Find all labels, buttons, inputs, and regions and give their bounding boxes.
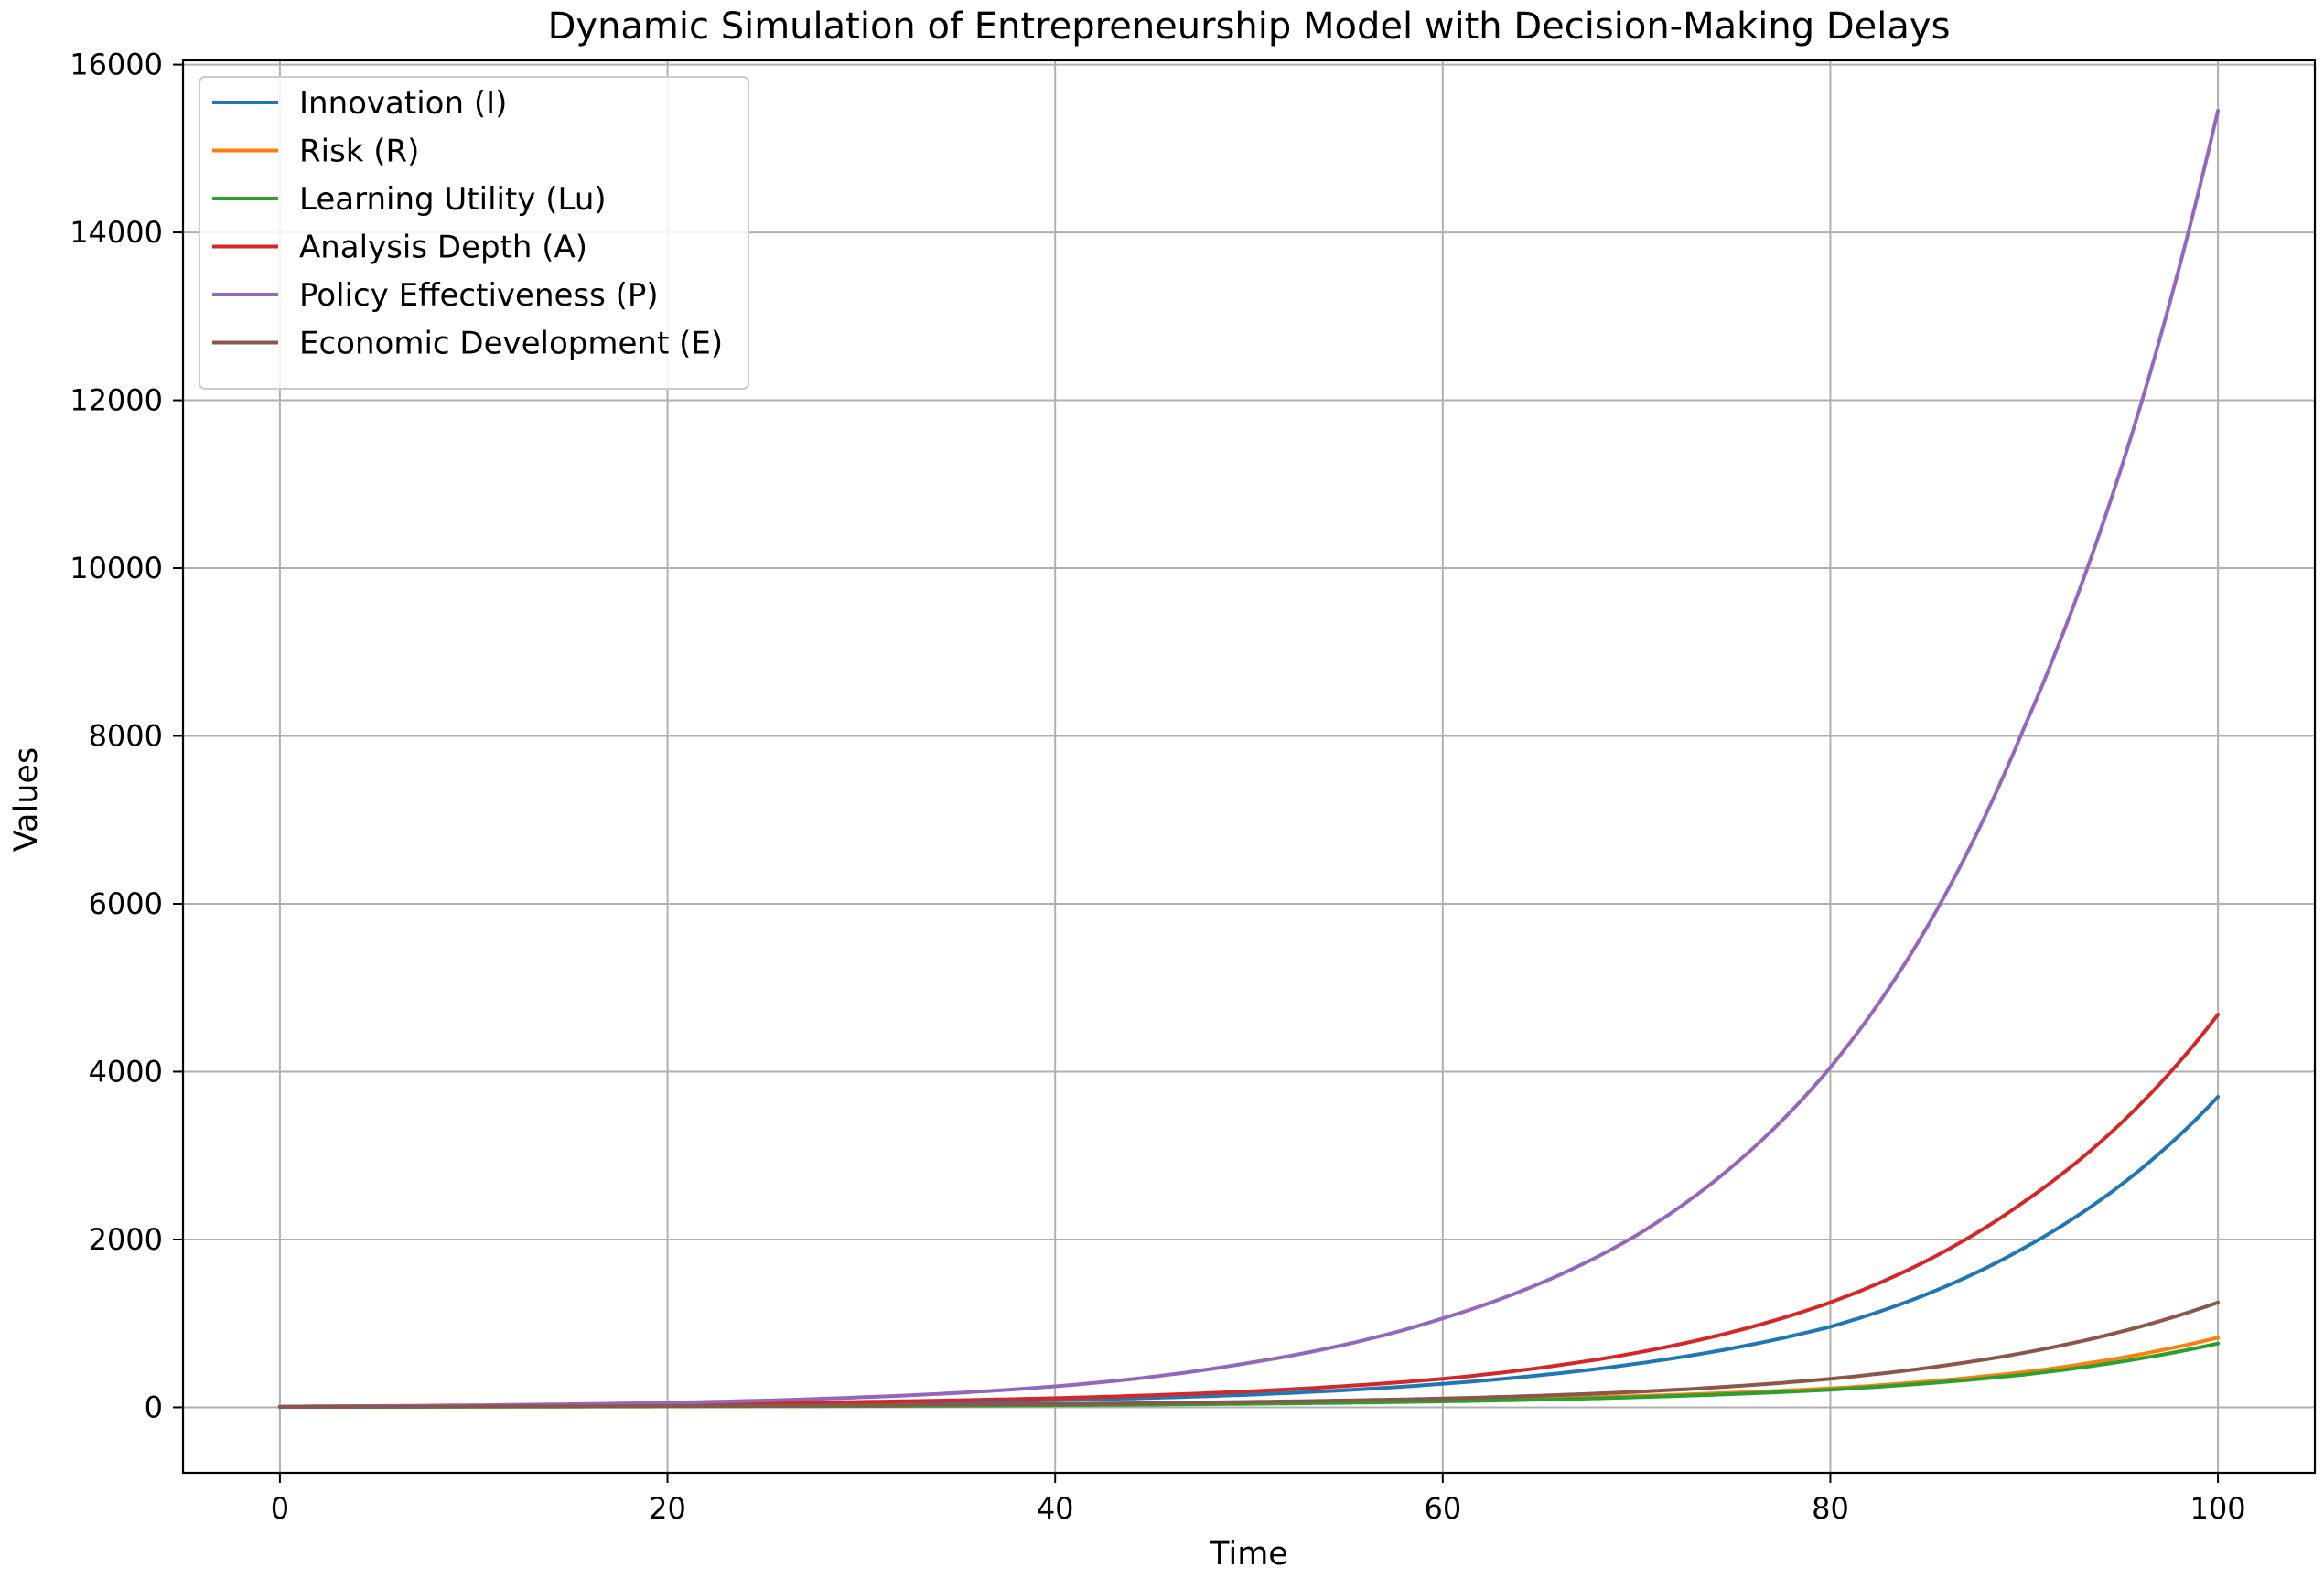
y-tick-label: 14000 — [70, 215, 163, 250]
legend: Innovation (I) Risk (R) Learning Utility (… — [199, 76, 749, 390]
x-tick-label: 80 — [1812, 1491, 1849, 1526]
x-tick-label: 20 — [649, 1491, 686, 1526]
x-tick-label: 0 — [271, 1491, 289, 1526]
legend-label: Economic Development (E) — [299, 326, 723, 362]
legend-label: Policy Effectiveness (P) — [299, 277, 659, 314]
series-line-economic-development-e — [277, 1300, 2221, 1409]
series-line-policy-effectiveness-p — [277, 109, 2221, 1409]
legend-label: Learning Utility (Lu) — [299, 181, 607, 218]
x-axis-label: Time — [1209, 1536, 1288, 1573]
grid — [183, 60, 2315, 1473]
plot-frame — [181, 59, 2317, 1475]
y-tick-label: 12000 — [70, 383, 163, 418]
y-tick-label: 4000 — [89, 1054, 163, 1089]
y-tick-label: 2000 — [89, 1222, 163, 1257]
legend-box — [199, 76, 749, 390]
x-tick-label: 40 — [1037, 1491, 1074, 1526]
axis-ticks: 0 20 40 60 80 100 0 2000 4000 6000 8000 10000 12000 1… — [70, 48, 2245, 1526]
chart-title: Dynamic Simulation of Entrepreneurship M… — [548, 5, 1951, 48]
y-tick-label: 0 — [145, 1390, 163, 1424]
y-tick-label: 8000 — [89, 719, 163, 754]
y-tick-label: 16000 — [70, 48, 163, 82]
x-tick-label: 60 — [1424, 1491, 1461, 1526]
y-tick-label: 6000 — [89, 886, 163, 921]
series-lines — [277, 109, 2221, 1409]
legend-label: Risk (R) — [299, 134, 419, 170]
legend-label: Innovation (I) — [299, 85, 507, 122]
legend-label: Analysis Depth (A) — [299, 230, 587, 266]
x-tick-label: 100 — [2190, 1491, 2246, 1526]
y-axis-label: Values — [8, 747, 45, 852]
y-tick-label: 10000 — [70, 551, 163, 585]
